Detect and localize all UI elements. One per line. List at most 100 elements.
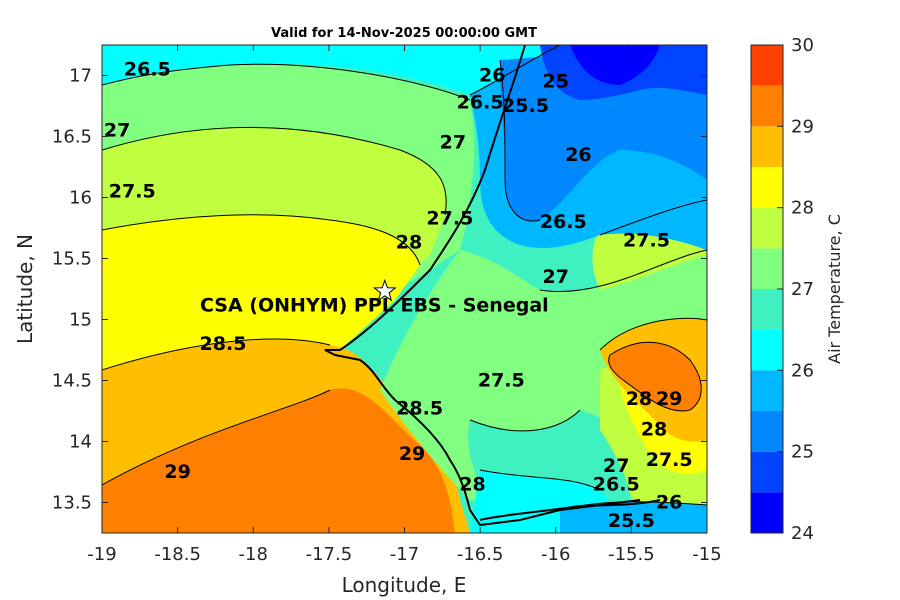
y-tick-label: 15.5 bbox=[52, 249, 92, 270]
colorbar-band bbox=[751, 248, 783, 289]
y-axis: 13.5 14 14.5 15 15.5 16 16.5 17 bbox=[52, 66, 707, 514]
x-axis: -19 -18.5 -18 -17.5 -17 -16.5 -16 -15.5 -15 bbox=[87, 45, 722, 565]
coastline-border bbox=[324, 45, 661, 527]
contour-label: 25.5 bbox=[608, 510, 655, 532]
y-tick-label: 13.5 bbox=[52, 493, 92, 514]
x-axis-label: Longitude, E bbox=[342, 573, 467, 597]
x-tick-label: -19 bbox=[87, 544, 116, 565]
colorbar-band bbox=[751, 492, 783, 533]
band-25.5-26-south bbox=[560, 501, 707, 533]
contour-labels: 26.52727.52827.52726.52625.5252626.527.5… bbox=[104, 59, 693, 532]
colorbar-tick-label: 24 bbox=[791, 523, 814, 544]
contour-label: 27 bbox=[104, 120, 130, 142]
contour-line bbox=[102, 214, 421, 266]
y-tick-label: 17 bbox=[69, 66, 92, 87]
y-tick-label: 14.5 bbox=[52, 371, 92, 392]
x-tick-label: -18.5 bbox=[154, 544, 201, 565]
contour-label: 29 bbox=[164, 461, 190, 483]
site-star-icon bbox=[372, 278, 397, 302]
colorbar-band bbox=[751, 85, 783, 127]
contour-label: 27 bbox=[440, 132, 466, 154]
y-tick-label: 15 bbox=[69, 310, 92, 331]
contour-label: 27.5 bbox=[646, 449, 693, 471]
contour-label: 26 bbox=[479, 65, 505, 87]
colorbar-band bbox=[751, 411, 783, 452]
colorbar-tick-label: 25 bbox=[791, 442, 814, 463]
colorbar-tick-label: 29 bbox=[791, 116, 814, 137]
colorbar-band bbox=[751, 207, 783, 249]
river-border bbox=[479, 499, 661, 521]
coastline bbox=[324, 45, 641, 527]
contour-label: 28 bbox=[396, 232, 422, 254]
contour-line bbox=[608, 341, 702, 412]
map-title: Valid for 14-Nov-2025 00:00:00 GMT bbox=[271, 26, 537, 41]
contour-label: 28 bbox=[626, 388, 652, 410]
y-tick-label: 16 bbox=[69, 188, 92, 209]
colorbar-band bbox=[751, 167, 783, 208]
contour-label: 28.5 bbox=[200, 333, 247, 355]
contour-line bbox=[599, 199, 707, 236]
colorbar-tick-label: 26 bbox=[791, 360, 814, 381]
y-axis-label: Latitude, N bbox=[13, 234, 37, 344]
colorbar-tick-label: 30 bbox=[791, 35, 814, 56]
y-tick-label: 14 bbox=[69, 432, 92, 453]
contour-label: 26 bbox=[656, 492, 682, 514]
site-marker: CSA (ONHYM) PPL EBS - Senegal bbox=[200, 278, 549, 316]
y-tick-label: 16.5 bbox=[52, 127, 92, 148]
contour-label: 27.5 bbox=[109, 181, 156, 203]
band-25-25.5 bbox=[500, 45, 707, 221]
colorbar-label: Air Temperature, C bbox=[825, 214, 844, 364]
x-tick-label: -16 bbox=[541, 544, 570, 565]
contour-label: 26.5 bbox=[124, 59, 171, 81]
x-tick-label: -17.5 bbox=[306, 544, 353, 565]
colorbar-tick-label: 27 bbox=[791, 279, 814, 300]
contour-label: 29 bbox=[656, 388, 682, 410]
x-tick-label: -17 bbox=[390, 544, 419, 565]
contour-label: 27.5 bbox=[426, 207, 473, 229]
band-29-29.5 bbox=[102, 388, 455, 533]
contour-label: 28.5 bbox=[396, 398, 443, 420]
colorbar-band bbox=[751, 370, 783, 411]
contour-line bbox=[599, 317, 707, 351]
contour-label: 25 bbox=[543, 71, 569, 93]
band-24-24.5 bbox=[570, 45, 660, 85]
band-29-29.5-southeast bbox=[608, 342, 702, 411]
colorbar-band bbox=[751, 126, 783, 167]
colorbar-band bbox=[751, 45, 783, 86]
temperature-contour-field bbox=[102, 45, 707, 533]
contour-label: 26 bbox=[565, 144, 591, 166]
contour-line bbox=[479, 469, 601, 491]
x-tick-label: -16.5 bbox=[457, 544, 504, 565]
contour-label: 27.5 bbox=[478, 370, 525, 392]
contour-line bbox=[102, 63, 471, 101]
colorbar-band bbox=[751, 451, 783, 493]
contour-line bbox=[469, 45, 561, 96]
contour-label: 27 bbox=[543, 266, 569, 288]
contour-line bbox=[102, 127, 447, 216]
x-tick-label: -15 bbox=[692, 544, 721, 565]
site-label: CSA (ONHYM) PPL EBS - Senegal bbox=[200, 294, 549, 316]
contour-label: 26.5 bbox=[593, 473, 640, 495]
contour-line bbox=[499, 59, 541, 222]
band-27-27.5-east bbox=[380, 250, 707, 504]
contour-label: 27 bbox=[603, 455, 629, 477]
x-tick-label: -15.5 bbox=[608, 544, 655, 565]
contour-line bbox=[469, 409, 581, 432]
colorbar-band bbox=[751, 329, 783, 371]
contour-label: 26.5 bbox=[457, 91, 504, 113]
x-tick-label: -18 bbox=[239, 544, 268, 565]
contour-line bbox=[102, 338, 331, 371]
colorbar: 24 25 26 27 28 29 30 bbox=[750, 35, 814, 544]
contour-line bbox=[539, 249, 707, 292]
band-28-28.5-west bbox=[102, 214, 420, 370]
contour-label: 29 bbox=[399, 443, 425, 465]
colorbar-tick-label: 28 bbox=[791, 198, 814, 219]
contour-line bbox=[102, 389, 331, 486]
contour-label: 25.5 bbox=[502, 95, 549, 117]
contour-label: 26.5 bbox=[540, 211, 587, 233]
colorbar-band bbox=[751, 289, 783, 330]
contour-label: 27.5 bbox=[623, 229, 670, 251]
contour-label: 28 bbox=[641, 418, 667, 440]
contour-label: 28 bbox=[459, 473, 485, 495]
